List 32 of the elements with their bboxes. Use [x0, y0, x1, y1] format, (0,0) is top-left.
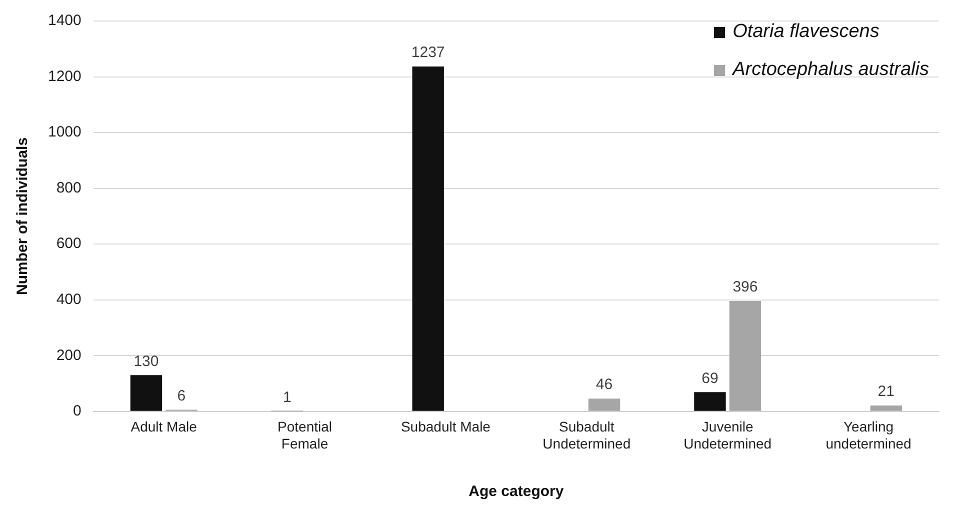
y-tick-label: 200 [56, 346, 82, 364]
x-tick-label: Subadult Male [400, 418, 491, 435]
legend-label: Arctocephalus australis [732, 59, 929, 81]
x-tick-label: Potential Female [278, 418, 332, 452]
x-axis-title: Age category [468, 483, 564, 500]
x-tick-label: Subadult Undetermined [542, 418, 631, 452]
y-tick-label: 800 [56, 179, 82, 196]
bar [130, 375, 162, 411]
bar [729, 300, 762, 411]
x-tick-label: Yearling undetermined [826, 418, 912, 452]
data-label: 46 [596, 376, 613, 394]
y-tick-label: 1000 [48, 124, 82, 141]
data-label: 21 [878, 383, 894, 400]
data-label: 6 [177, 387, 186, 404]
y-tick-label: 0 [73, 402, 82, 420]
data-label: 396 [732, 278, 758, 296]
bar [870, 406, 902, 411]
y-tick-label: 600 [56, 235, 82, 252]
data-label: 1237 [411, 44, 445, 62]
y-tick-label: 1200 [48, 68, 82, 85]
bar [694, 392, 726, 411]
data-label: 130 [134, 352, 159, 370]
x-tick-label: Juvenile Undetermined [684, 418, 772, 452]
data-label: 69 [702, 370, 718, 387]
y-tick-label: 1400 [48, 12, 82, 30]
legend-label: Otaria flavescens [732, 21, 880, 43]
bar [412, 66, 444, 411]
y-tick-label: 400 [56, 291, 82, 308]
bar [588, 398, 620, 411]
y-axis-title: Number of individuals [14, 137, 32, 295]
x-tick-label: Adult Male [130, 418, 198, 435]
data-label: 1 [282, 388, 292, 406]
